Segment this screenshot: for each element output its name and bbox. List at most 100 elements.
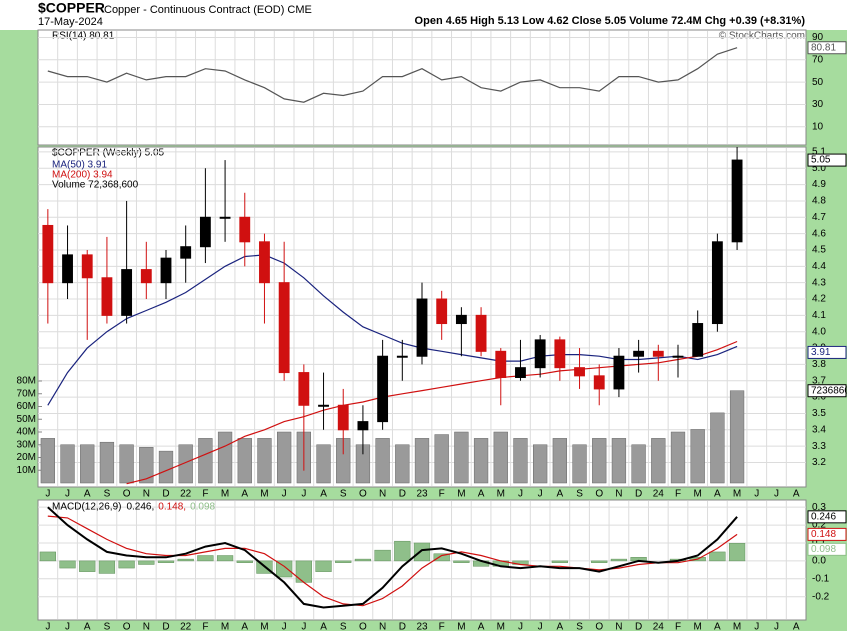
y-tick-label: 4.3	[812, 277, 826, 288]
x-tick-label: D	[635, 622, 642, 631]
x-tick-label: S	[104, 622, 111, 631]
x-tick-label: A	[241, 489, 248, 500]
y-tick-label: 4.8	[812, 196, 826, 207]
macd-line	[47, 515, 738, 607]
x-tick-label: A	[84, 489, 91, 500]
rsi-panel	[37, 29, 807, 146]
candle-body	[652, 350, 664, 357]
x-tick-label: J	[754, 622, 759, 631]
chart-date: 17-May-2024	[38, 16, 103, 28]
candle-body	[199, 216, 211, 248]
y-tick-label: 3.8	[812, 359, 826, 370]
volume-tick-label: 80M	[17, 376, 36, 387]
volume-tick-label: 40M	[17, 427, 36, 438]
candle-body	[593, 375, 605, 390]
candle-body	[672, 355, 684, 358]
x-tick-label: J	[774, 622, 779, 631]
candle-body	[377, 355, 389, 423]
value-tag	[807, 542, 847, 556]
histogram-bar	[709, 551, 726, 562]
value-tag-label: 0.148	[811, 529, 836, 540]
histogram-bar	[610, 558, 628, 562]
candle-body	[81, 254, 93, 279]
y-tick-label: 4.2	[812, 294, 826, 305]
x-tick-label: D	[399, 489, 406, 500]
legend-entry: MA(50) 3.91	[52, 160, 107, 171]
value-tag	[807, 510, 847, 524]
x-tick-label: N	[143, 622, 150, 631]
candle-body	[515, 367, 526, 378]
candle-body	[239, 216, 251, 243]
x-tick-label: J	[301, 622, 306, 631]
volume-bar	[690, 429, 705, 484]
candle-body	[416, 298, 428, 357]
volume-bar	[434, 434, 449, 484]
x-tick-label: O	[359, 622, 367, 631]
histogram-bar	[98, 560, 116, 574]
x-tick-label: O	[123, 622, 131, 631]
histogram-bar	[295, 560, 312, 583]
candle-body	[140, 269, 152, 284]
x-tick-label: A	[320, 489, 327, 500]
volume-bar	[533, 444, 548, 484]
y-tick-label: 30	[812, 99, 824, 110]
volume-bar	[237, 438, 252, 484]
y-tick-label: 0.2	[812, 520, 826, 531]
x-tick-label: S	[340, 489, 347, 500]
volume-bar	[40, 438, 55, 484]
x-tick-label: S	[576, 489, 583, 500]
volume-bar	[651, 438, 666, 484]
y-tick-label: 3.4	[812, 424, 826, 435]
candle-body	[554, 339, 566, 369]
x-tick-label: A	[320, 622, 327, 631]
value-tag-label: 72368600	[811, 385, 847, 396]
volume-bar	[513, 438, 528, 484]
x-tick-label: M	[694, 489, 702, 500]
histogram-bar	[433, 553, 450, 562]
x-tick-label: M	[260, 622, 268, 631]
value-tag	[807, 41, 847, 55]
x-tick-label: F	[675, 622, 681, 631]
x-tick-label: F	[439, 622, 445, 631]
volume-bar	[454, 431, 469, 484]
histogram-bar	[177, 558, 194, 562]
x-tick-label: J	[538, 489, 543, 500]
x-tick-label: A	[478, 489, 485, 500]
legend-entry: MA(200) 3.94	[52, 170, 113, 181]
x-tick-label: A	[557, 622, 564, 631]
x-tick-label: A	[793, 489, 800, 500]
quote: Open 4.65 High 5.13 Low 4.62 Close 5.05 …	[415, 15, 806, 27]
x-tick-label: M	[221, 622, 229, 631]
x-tick-label: J	[282, 622, 287, 631]
candle-body	[62, 254, 73, 284]
x-tick-label: M	[221, 489, 229, 500]
volume-bar	[277, 431, 292, 484]
candle-body	[219, 216, 231, 219]
volume-bar	[729, 390, 745, 484]
y-tick-label: 5.1	[812, 147, 826, 158]
histogram-bar	[453, 560, 470, 563]
candle-body	[180, 246, 192, 259]
x-tick-label: D	[162, 622, 169, 631]
x-tick-label: M	[260, 489, 268, 500]
y-tick-label: 4.1	[812, 310, 826, 321]
value-tag-label: 3.91	[811, 347, 831, 358]
volume-bar	[316, 444, 331, 484]
x-tick-label: N	[615, 489, 622, 500]
histogram-bar	[394, 540, 411, 562]
y-tick-label: 0.3	[812, 502, 826, 513]
x-tick-label: J	[45, 489, 50, 500]
x-tick-label: F	[202, 489, 208, 500]
candle-body	[42, 224, 54, 284]
x-tick-label: F	[202, 622, 208, 631]
x-tick-label: M	[457, 622, 465, 631]
x-tick-label: A	[557, 489, 564, 500]
y-tick-label: -0.2	[812, 591, 830, 602]
candle-body	[711, 241, 723, 325]
volume-bar	[60, 444, 75, 484]
volume-bar	[257, 438, 272, 484]
value-tag-label: 5.05	[811, 155, 831, 166]
candle-body	[534, 339, 546, 369]
volume-bar	[710, 412, 725, 484]
x-tick-label: M	[497, 489, 505, 500]
